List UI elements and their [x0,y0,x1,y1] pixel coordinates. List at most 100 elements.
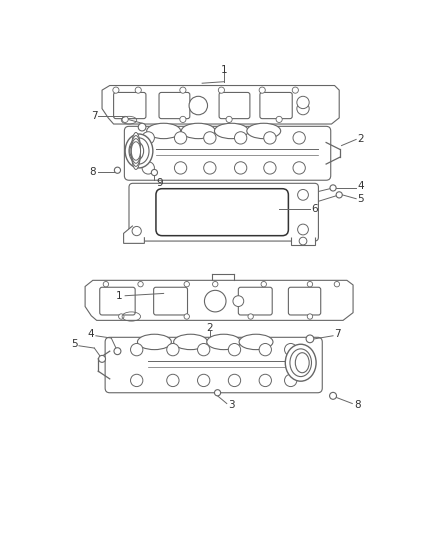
Circle shape [234,132,247,144]
Circle shape [99,356,106,362]
Text: 1: 1 [116,290,123,301]
Circle shape [180,87,186,93]
Circle shape [292,87,298,93]
Circle shape [285,343,297,356]
FancyBboxPatch shape [238,287,272,315]
Circle shape [198,343,210,356]
Circle shape [174,161,187,174]
Ellipse shape [215,123,248,139]
Text: 8: 8 [89,167,96,177]
Text: 4: 4 [88,329,94,339]
Circle shape [135,87,141,93]
Circle shape [174,132,187,144]
Circle shape [198,374,210,386]
Circle shape [228,343,240,356]
Ellipse shape [181,123,215,139]
PathPatch shape [102,85,339,124]
Ellipse shape [131,135,141,166]
Ellipse shape [285,344,316,381]
Circle shape [132,227,141,236]
Text: 5: 5 [358,195,364,205]
Circle shape [276,116,282,123]
Circle shape [184,281,190,287]
Circle shape [259,343,272,356]
Circle shape [131,374,143,386]
Ellipse shape [131,142,141,160]
Text: 9: 9 [156,177,162,188]
Circle shape [330,185,336,191]
Ellipse shape [130,142,144,160]
Circle shape [131,343,143,356]
Circle shape [233,296,244,306]
Ellipse shape [290,349,311,377]
Circle shape [334,281,339,287]
Circle shape [293,132,305,144]
Circle shape [264,132,276,144]
Circle shape [138,123,146,131]
Text: 5: 5 [71,339,78,349]
Circle shape [329,392,336,399]
Circle shape [151,169,158,175]
Circle shape [298,224,308,235]
PathPatch shape [85,280,353,320]
Circle shape [113,87,119,93]
Circle shape [142,132,155,144]
Circle shape [204,132,216,144]
Text: 7: 7 [92,110,98,120]
Circle shape [299,237,307,245]
Ellipse shape [147,123,180,139]
Circle shape [167,374,179,386]
Circle shape [293,161,305,174]
Ellipse shape [173,334,208,350]
Circle shape [264,161,276,174]
Circle shape [138,281,143,287]
Circle shape [119,314,124,319]
Circle shape [306,335,314,343]
Circle shape [189,96,208,115]
FancyBboxPatch shape [260,92,292,119]
FancyBboxPatch shape [219,92,250,119]
Circle shape [285,374,297,386]
Circle shape [122,116,128,123]
Text: 2: 2 [358,134,364,144]
Circle shape [215,390,221,396]
Text: 6: 6 [311,204,318,214]
FancyBboxPatch shape [154,287,187,315]
Circle shape [297,96,309,109]
Ellipse shape [125,134,153,168]
Circle shape [114,348,121,354]
Circle shape [212,281,218,287]
Circle shape [259,374,272,386]
FancyBboxPatch shape [156,189,288,236]
Text: 3: 3 [228,400,235,410]
FancyBboxPatch shape [100,287,135,315]
Ellipse shape [129,138,149,164]
Ellipse shape [131,133,141,169]
FancyBboxPatch shape [288,287,321,315]
Ellipse shape [138,334,171,350]
Circle shape [226,116,232,123]
Circle shape [248,314,253,319]
Ellipse shape [207,334,240,350]
Text: 8: 8 [354,400,360,410]
Circle shape [218,87,225,93]
Circle shape [204,161,216,174]
Circle shape [114,167,120,173]
Circle shape [336,192,342,198]
FancyBboxPatch shape [113,92,146,119]
Text: 7: 7 [335,329,341,339]
PathPatch shape [124,225,145,244]
Circle shape [261,281,266,287]
Circle shape [307,281,313,287]
Circle shape [228,374,240,386]
Circle shape [298,189,308,200]
Text: 4: 4 [358,181,364,191]
FancyBboxPatch shape [129,183,318,241]
Circle shape [184,314,190,319]
FancyBboxPatch shape [124,126,331,180]
Ellipse shape [295,353,309,373]
Ellipse shape [239,334,273,350]
Circle shape [167,343,179,356]
Circle shape [103,281,109,287]
PathPatch shape [291,237,314,245]
